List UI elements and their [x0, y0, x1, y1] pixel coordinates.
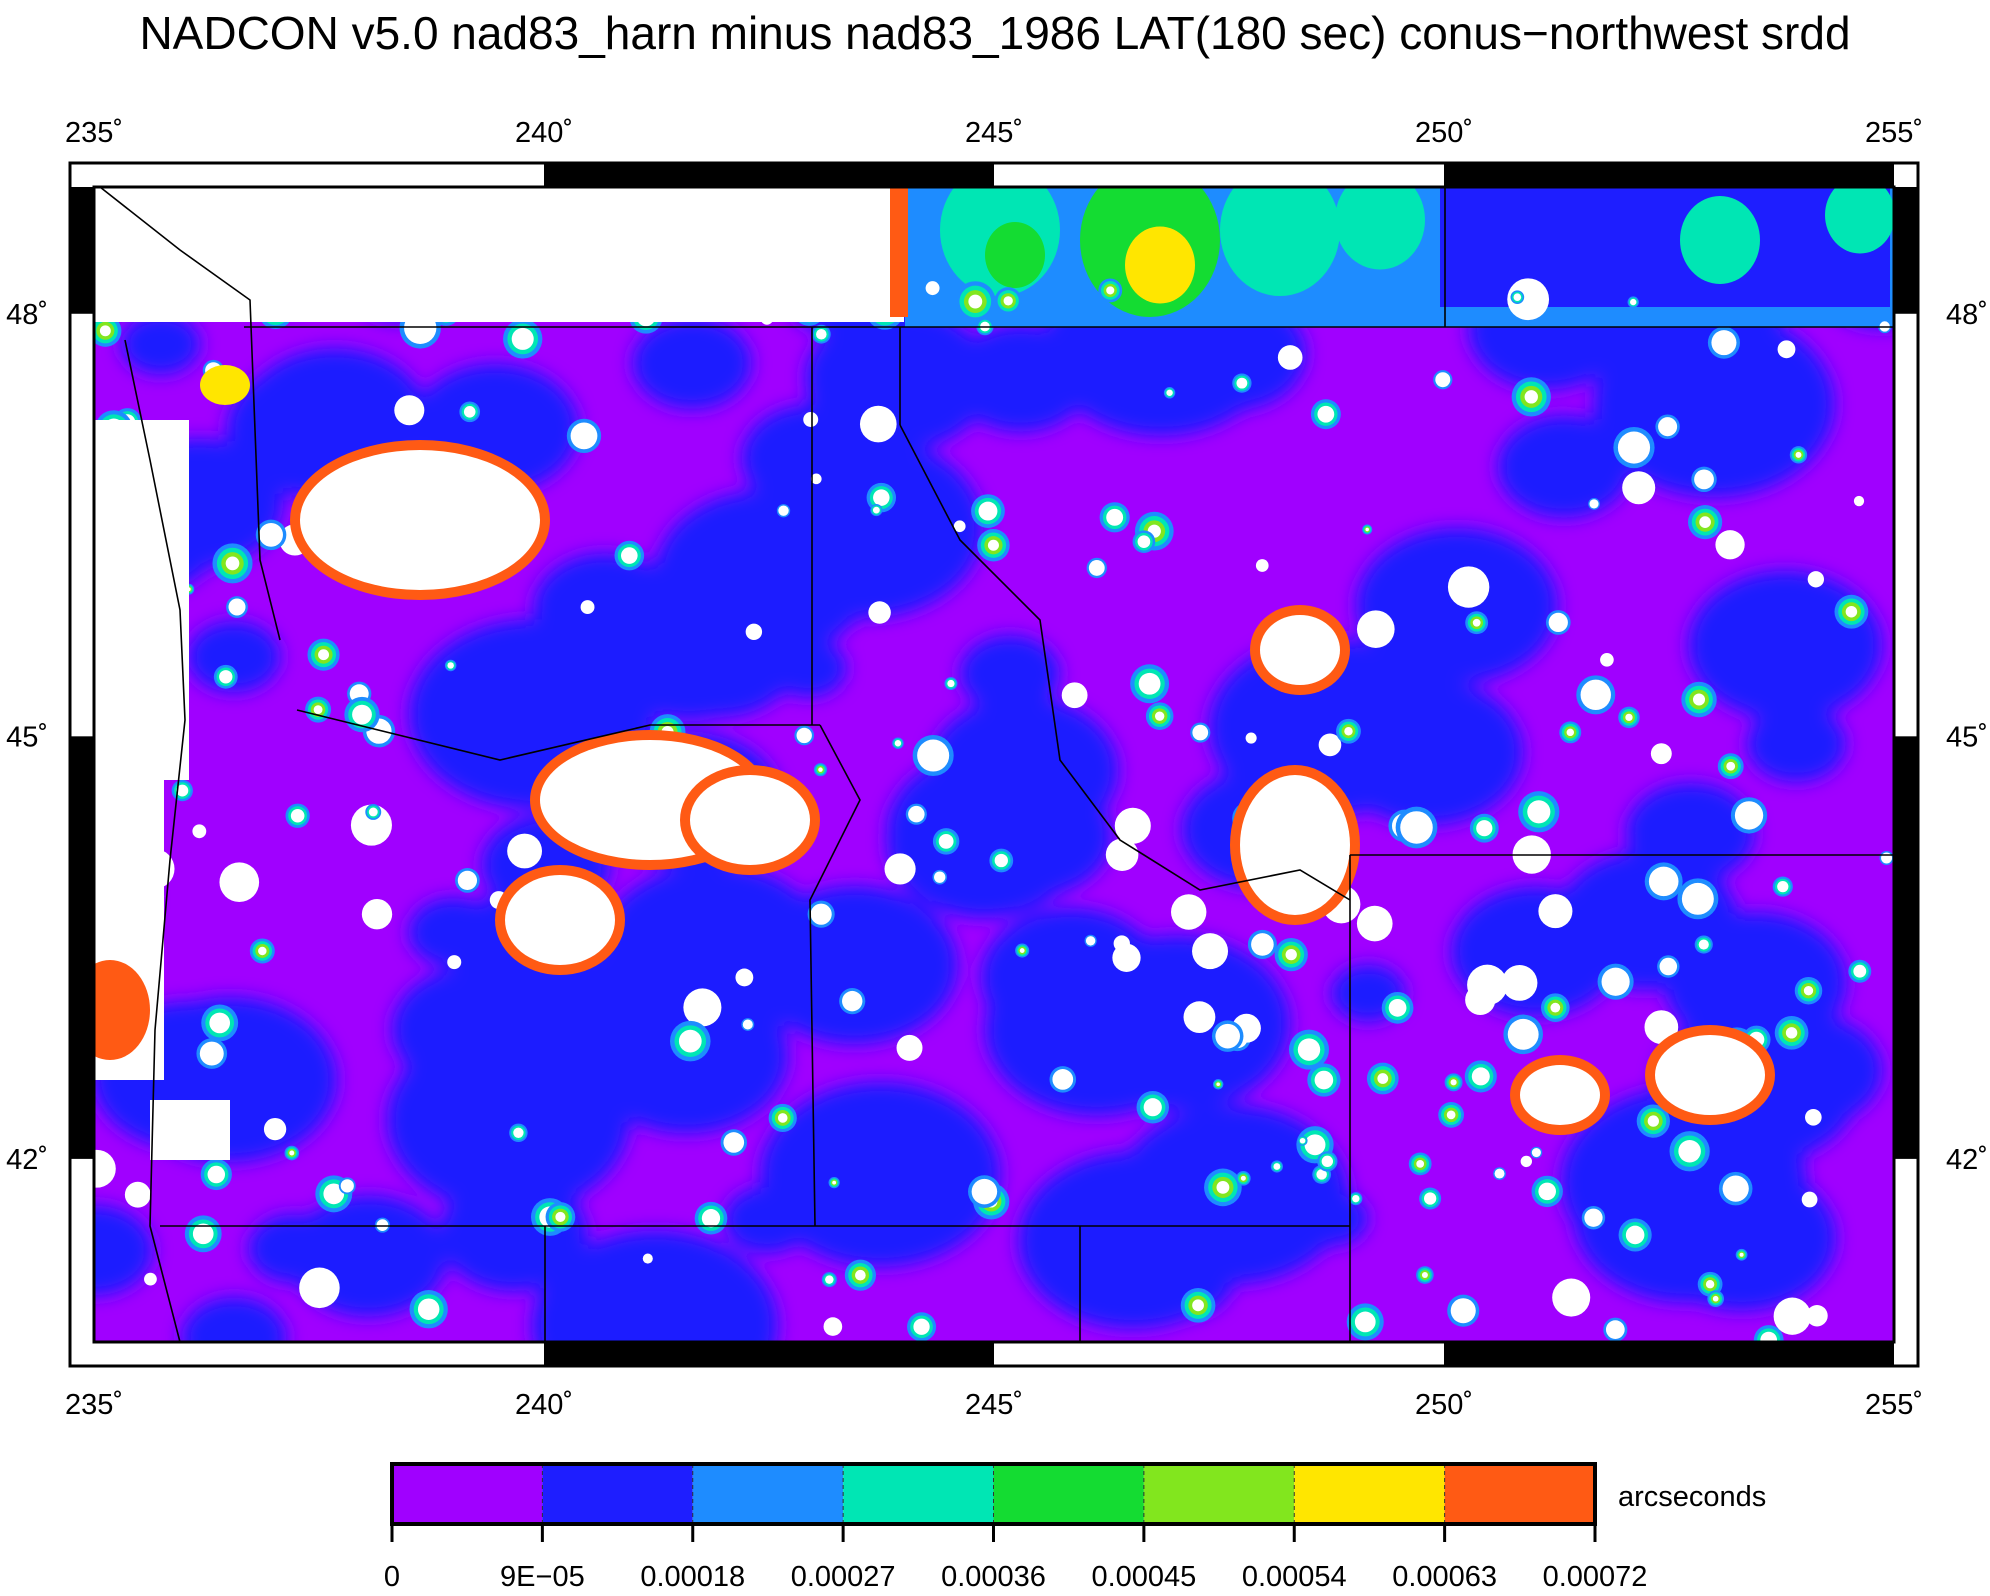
colorbar-tick-label: 0.00036	[941, 1561, 1046, 1593]
colorbar-cell	[542, 1464, 693, 1524]
colorbar-tick-label: 0.00027	[791, 1561, 896, 1593]
lat-tick-label-right: 48˚	[1946, 299, 1988, 331]
data-grid	[94, 187, 1894, 1342]
map-title: NADCON v5.0 nad83_harn minus nad83_1986 …	[139, 7, 1851, 59]
lat-axis-right: 48˚ 45˚ 42˚	[1946, 299, 1988, 1176]
colorbar-cell	[843, 1464, 994, 1524]
lat-tick-label-left: 42˚	[6, 1144, 48, 1176]
lat-axis-left: 48˚ 45˚ 42˚	[6, 299, 48, 1176]
lon-tick-label-top: 240˚	[515, 117, 573, 149]
colorbar-tick-label: 0	[384, 1561, 400, 1593]
lon-tick-label-bottom: 240˚	[515, 1389, 573, 1421]
lon-tick-label-top: 245˚	[965, 117, 1023, 149]
lon-axis-top: 235˚ 240˚ 245˚ 250˚ 255˚	[65, 117, 1923, 149]
map-frame	[68, 161, 1920, 1368]
colorbar-cell	[1444, 1464, 1595, 1524]
colorbar-tick-label: 0.00045	[1091, 1561, 1196, 1593]
lon-tick-label-bottom: 245˚	[965, 1389, 1023, 1421]
colorbar-cell	[993, 1464, 1144, 1524]
colorbar-cell	[1143, 1464, 1295, 1524]
lon-tick-label-bottom: 235˚	[65, 1389, 123, 1421]
lon-axis-bottom: 235˚ 240˚ 245˚ 250˚ 255˚	[65, 1389, 1923, 1421]
lat-tick-label-right: 45˚	[1946, 721, 1988, 753]
colorbar-tick-label: 9E−05	[500, 1561, 585, 1593]
colorbar-tick-label: 0.00072	[1543, 1561, 1648, 1593]
lat-tick-label-right: 42˚	[1946, 1144, 1988, 1176]
colorbar-tick-label: 0.00054	[1242, 1561, 1347, 1593]
lon-tick-label-top: 235˚	[65, 117, 123, 149]
lon-tick-label-top: 255˚	[1865, 117, 1923, 149]
lon-tick-label-bottom: 255˚	[1865, 1389, 1923, 1421]
lon-tick-label-top: 250˚	[1415, 117, 1473, 149]
colorbar-unit-label: arcseconds	[1618, 1481, 1766, 1513]
colorbar-cell	[692, 1464, 844, 1524]
lat-tick-label-left: 48˚	[6, 299, 48, 331]
colorbar: 0 9E−05 0.00018 0.00027 0.00036 0.00045 0.0005…	[384, 1462, 1766, 1593]
colorbar-cell	[392, 1464, 543, 1524]
colorbar-tick-label: 0.00018	[640, 1561, 745, 1593]
colorbar-cell	[1294, 1464, 1445, 1524]
colorbar-tick-label: 0.00063	[1392, 1561, 1497, 1593]
lat-tick-label-left: 45˚	[6, 721, 48, 753]
state-boundaries	[99, 186, 1894, 1343]
lon-tick-label-bottom: 250˚	[1415, 1389, 1473, 1421]
